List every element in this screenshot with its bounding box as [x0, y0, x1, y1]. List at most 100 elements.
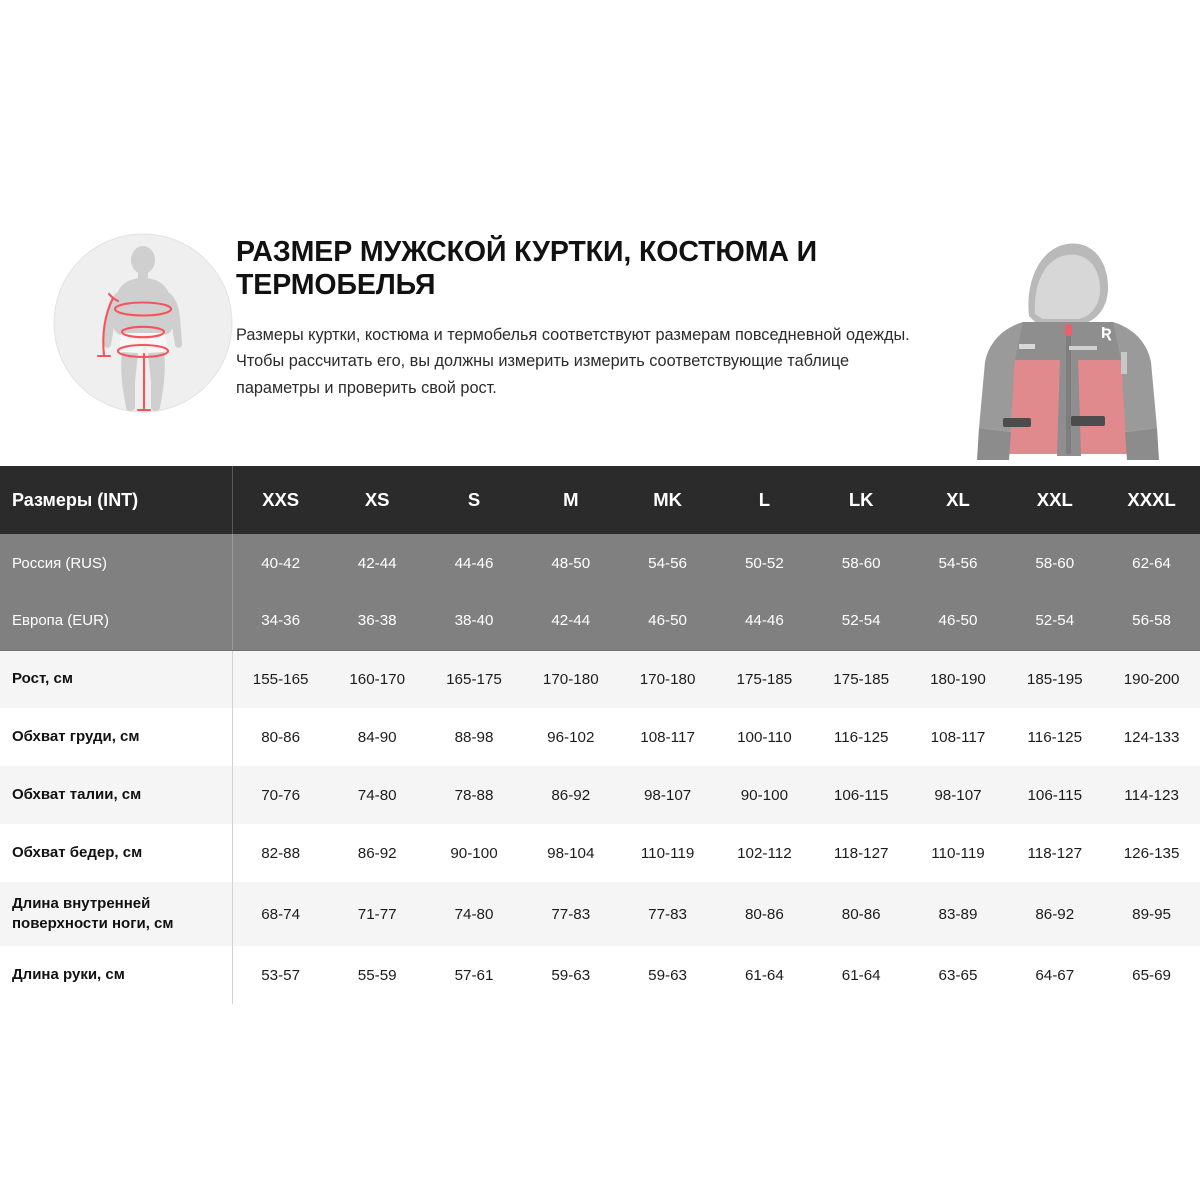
cell-hips-mk: 110-119 [640, 844, 695, 862]
mens-jacket-photo: Ʀ [963, 228, 1200, 465]
table-row-arm: Длина руки, см 53-57 55-59 57-61 59-63 5… [0, 946, 1200, 1004]
cell-rus-m: 48-50 [551, 554, 591, 572]
header-size-s: S [467, 489, 481, 510]
header-size-xxl: XXL [1036, 489, 1073, 510]
row-label-arm: Длина руки, см [0, 946, 233, 1004]
table-row-height: Рост, см 155-165 160-170 165-175 170-180… [0, 650, 1200, 708]
cell-inseam-l: 80-86 [744, 905, 784, 923]
table-row-inseam: Длина внутренней поверхности ноги, см 68… [0, 882, 1200, 946]
header-size-lk: LK [848, 489, 874, 510]
cell-chest-xxxl: 124-133 [1123, 728, 1180, 746]
cell-rus-mk: 54-56 [648, 554, 688, 572]
cell-inseam-xs: 71-77 [357, 905, 397, 923]
body-measurement-icon [52, 232, 234, 414]
cell-chest-xxl: 116-125 [1027, 728, 1083, 746]
cell-waist-xxl: 106-115 [1027, 786, 1083, 804]
cell-waist-mk: 98-107 [643, 786, 692, 804]
cell-height-lk: 175-185 [833, 670, 890, 688]
cell-inseam-mk: 77-83 [648, 905, 688, 923]
cell-height-s: 165-175 [446, 670, 502, 688]
svg-text:Ʀ: Ʀ [1101, 325, 1112, 342]
cell-hips-xxl: 118-127 [1027, 844, 1083, 862]
cell-height-mk: 170-180 [639, 670, 696, 688]
cell-height-xxxl: 190-200 [1123, 670, 1180, 688]
cell-inseam-xl: 83-89 [938, 905, 978, 923]
size-chart-table: Размеры (INT) XXS XS S M MK L LK XL XXL … [0, 466, 1200, 1004]
cell-hips-l: 102-112 [737, 844, 792, 862]
row-label-waist: Обхват талии, см [0, 766, 233, 824]
row-label-chest: Обхват груди, см [0, 708, 233, 766]
cell-arm-mk: 59-63 [648, 966, 688, 984]
table-row-waist: Обхват талии, см 70-76 74-80 78-88 86-92… [0, 766, 1200, 824]
cell-inseam-lk: 80-86 [841, 905, 881, 923]
cell-inseam-xxs: 68-74 [261, 905, 301, 923]
header-label-sizes: Размеры (INT) [0, 466, 233, 534]
table-row-chest: Обхват груди, см 80-86 84-90 88-98 96-10… [0, 708, 1200, 766]
cell-inseam-m: 77-83 [551, 905, 591, 923]
intro-section: РАЗМЕР МУЖСКОЙ КУРТКИ, КОСТЮМА И ТЕРМОБЕ… [0, 218, 1200, 466]
table-row-rus: Россия (RUS) 40-42 42-44 44-46 48-50 54-… [0, 534, 1200, 592]
header-size-l: L [758, 489, 771, 510]
cell-height-xxs: 155-165 [252, 670, 309, 688]
cell-height-xxl: 185-195 [1026, 670, 1083, 688]
cell-waist-xxs: 70-76 [261, 786, 301, 804]
cell-eur-xxs: 34-36 [232, 592, 329, 651]
cell-eur-m: 42-44 [522, 592, 620, 651]
cell-inseam-xxl: 86-92 [1035, 905, 1075, 923]
cell-arm-s: 57-61 [454, 966, 494, 984]
cell-chest-s: 88-98 [454, 728, 494, 746]
cell-arm-xxl: 64-67 [1035, 966, 1075, 984]
cell-inseam-xxxl: 89-95 [1132, 905, 1172, 923]
cell-waist-xs: 74-80 [357, 786, 397, 804]
cell-hips-m: 98-104 [547, 844, 595, 862]
cell-arm-l: 61-64 [744, 966, 784, 984]
header-size-m: M [563, 489, 579, 510]
cell-waist-xxxl: 114-123 [1124, 786, 1179, 804]
cell-rus-xxs: 40-42 [261, 554, 301, 572]
row-label-rus: Россия (RUS) [0, 534, 233, 592]
row-label-height: Рост, см [0, 650, 233, 708]
header-size-xs: XS [364, 489, 390, 510]
cell-hips-xl: 110-119 [931, 844, 985, 862]
cell-waist-xl: 98-107 [934, 786, 982, 804]
cell-height-m: 170-180 [542, 670, 599, 688]
cell-arm-xxxl: 65-69 [1132, 966, 1172, 984]
cell-chest-xxs: 80-86 [261, 728, 301, 746]
intro-text-block: РАЗМЕР МУЖСКОЙ КУРТКИ, КОСТЮМА И ТЕРМОБЕ… [236, 236, 926, 401]
cell-rus-l: 50-52 [744, 554, 784, 572]
cell-chest-mk: 108-117 [640, 728, 695, 746]
cell-eur-l: 44-46 [715, 592, 813, 651]
cell-chest-m: 96-102 [547, 728, 595, 746]
table-header-row: Размеры (INT) XXS XS S M MK L LK XL XXL … [0, 466, 1200, 534]
cell-arm-xl: 63-65 [938, 966, 978, 984]
cell-chest-xl: 108-117 [930, 728, 986, 746]
cell-arm-m: 59-63 [551, 966, 591, 984]
cell-rus-xl: 54-56 [938, 554, 978, 572]
cell-eur-xxl: 52-54 [1006, 592, 1104, 651]
header-size-xxs: XXS [262, 489, 300, 510]
cell-chest-xs: 84-90 [357, 728, 397, 746]
cell-rus-s: 44-46 [454, 554, 494, 572]
cell-arm-xxs: 53-57 [261, 966, 301, 984]
page-title: РАЗМЕР МУЖСКОЙ КУРТКИ, КОСТЮМА И ТЕРМОБЕ… [236, 236, 818, 302]
cell-chest-l: 100-110 [737, 728, 792, 746]
cell-waist-l: 90-100 [740, 786, 789, 804]
cell-chest-lk: 116-125 [833, 728, 889, 746]
row-label-inseam: Длина внутренней поверхности ноги, см [0, 882, 233, 946]
cell-arm-xs: 55-59 [357, 966, 397, 984]
cell-hips-xxxl: 126-135 [1123, 844, 1180, 862]
cell-rus-lk: 58-60 [841, 554, 881, 572]
cell-height-xs: 160-170 [349, 670, 406, 688]
cell-rus-xxxl: 62-64 [1132, 554, 1172, 572]
cell-eur-xs: 36-38 [328, 592, 426, 651]
cell-hips-xs: 86-92 [357, 844, 397, 862]
cell-hips-s: 90-100 [450, 844, 498, 862]
header-size-mk: MK [653, 489, 682, 510]
cell-hips-lk: 118-127 [833, 844, 889, 862]
cell-height-l: 175-185 [736, 670, 793, 688]
cell-eur-xxxl: 56-58 [1103, 592, 1200, 651]
cell-hips-xxs: 82-88 [261, 844, 301, 862]
cell-rus-xxl: 58-60 [1035, 554, 1075, 572]
header-size-xl: XL [946, 489, 970, 510]
